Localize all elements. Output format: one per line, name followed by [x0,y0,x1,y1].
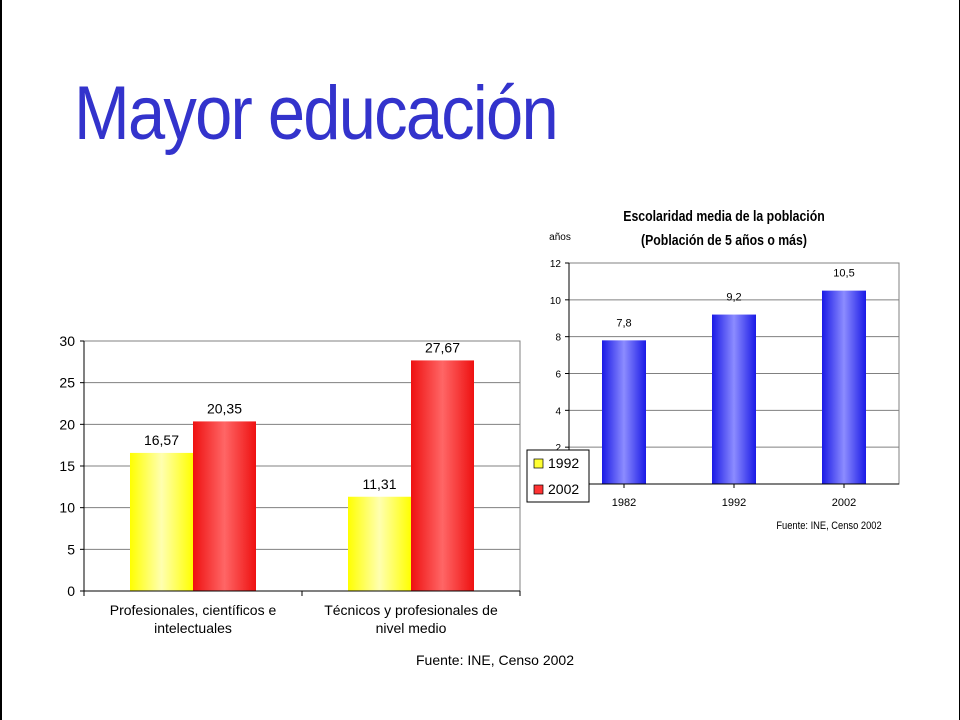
chart2-ytick-label: 12 [550,259,562,270]
chart2-bar-1992 [712,314,756,484]
chart1-ytick-label: 10 [59,500,75,516]
chart2-ytick-label: 4 [555,406,561,417]
chart2-ytick-label: 8 [555,333,561,344]
chart1-ytick-label: 0 [67,583,75,599]
chart2-source: Fuente: INE, Censo 2002 [776,520,882,532]
chart2-category-label: 2002 [832,497,856,509]
chart2-bar-2002 [822,290,866,484]
chart1-category-label: Técnicos y profesionales de [324,602,498,618]
chart1-ytick-label: 5 [67,541,75,557]
chart1-source: Fuente: INE, Censo 2002 [416,652,574,668]
slide-border-left [0,0,2,720]
chart2-category-label: 1992 [722,497,746,509]
chart1-data-label: 11,31 [363,476,397,492]
chart1-bar-1992-2 [348,496,411,591]
slide-title: Mayor educación [74,71,559,156]
chart1-data-label: 27,67 [425,339,460,355]
chart2-ylabel: años [549,232,571,243]
chart2-ytick-label: 2 [555,443,561,454]
chart2-data-label: 10,5 [833,268,854,280]
chart1-data-label: 20,35 [207,400,242,416]
chart2-ytick-label: 10 [550,296,562,307]
chart1-data-label: 16,57 [144,432,179,448]
chart2-data-label: 9,2 [726,292,741,304]
chart1-legend: 1992 2002 [526,449,590,503]
chart1-legend-label: 1992 [548,455,579,471]
chart2-title: Escolaridad media de la población [623,208,824,224]
chart1-ytick-label: 20 [59,416,75,432]
chart2-category-label: 1982 [612,497,636,509]
chart1-bar-2002-1 [193,421,256,591]
chart1-legend-swatch-1992 [533,458,544,469]
chart1-ytick-label: 30 [59,333,75,349]
chart1-category-label: intelectuales [154,620,232,636]
chart1-legend-label: 2002 [548,481,579,497]
chart1-bar-1992-1 [130,452,193,591]
chart2-subtitle: (Población de 5 años o más) [641,232,807,248]
chart1-category-label: Profesionales, científicos e [110,602,277,618]
chart1-category-label: nivel medio [376,620,447,636]
chart2-data-label: 7,8 [616,317,631,329]
chart1-ytick-label: 25 [59,375,75,391]
chart1-legend-swatch-2002 [533,484,544,495]
chart2-bar-1982 [602,340,646,484]
chart1-bar-2002-2 [411,360,474,591]
chart2-ytick-label: 6 [555,370,561,381]
chart1-ytick-label: 15 [59,458,75,474]
